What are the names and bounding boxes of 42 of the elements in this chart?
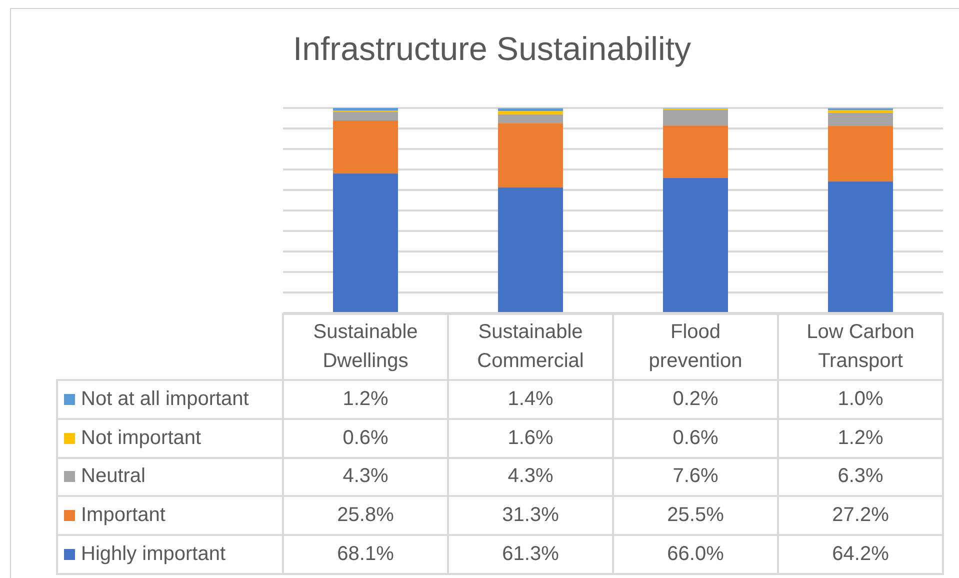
data-label: 6.3%	[838, 465, 884, 488]
data-label: 1.0%	[838, 388, 884, 411]
bar	[332, 112, 398, 121]
x-tick-label: Flood prevention	[648, 320, 744, 374]
legend-label: Not at all important	[81, 388, 249, 411]
data-label: 1.2%	[342, 388, 388, 411]
legend-label: Highly important	[81, 543, 226, 566]
chart-title: Infrastructure Sustainability	[292, 30, 691, 67]
data-label: 1.2%	[838, 426, 884, 450]
x-tick-label: Sustainable Dwellings	[312, 320, 419, 374]
data-label: 66.0%	[667, 543, 724, 566]
bar	[828, 126, 894, 182]
bar	[498, 187, 564, 312]
data-label: 1.6%	[508, 426, 554, 450]
bar	[498, 114, 564, 124]
data-label: 0.6%	[672, 426, 718, 450]
bar	[828, 112, 894, 126]
data-label: 25.5%	[667, 504, 724, 528]
data-label: 31.3%	[502, 504, 559, 528]
data-label: 7.6%	[672, 465, 718, 488]
data-label: 61.3%	[502, 543, 559, 566]
legend-label: Important	[81, 504, 166, 528]
bar	[662, 178, 728, 312]
data-label: 4.3%	[508, 465, 554, 488]
data-label: 27.2%	[832, 504, 889, 528]
data-label: 68.1%	[337, 543, 394, 566]
x-tick-label: Sustainable Commercial	[476, 320, 585, 374]
legend-label: Neutral	[81, 465, 146, 488]
bar	[662, 110, 728, 126]
data-label: 0.2%	[672, 388, 718, 411]
bar	[498, 111, 564, 114]
data-label: 1.4%	[508, 388, 554, 411]
data-label: 25.8%	[337, 504, 394, 528]
legend-label: Not important	[81, 426, 202, 450]
data-label: 0.6%	[342, 426, 388, 450]
bar	[498, 108, 564, 112]
bar	[662, 125, 728, 178]
data-label: 64.2%	[832, 543, 889, 566]
x-tick-label: Low Carbon Transport	[806, 320, 916, 374]
data-label: 4.3%	[342, 465, 388, 488]
bar	[498, 123, 564, 188]
bar	[332, 120, 398, 174]
